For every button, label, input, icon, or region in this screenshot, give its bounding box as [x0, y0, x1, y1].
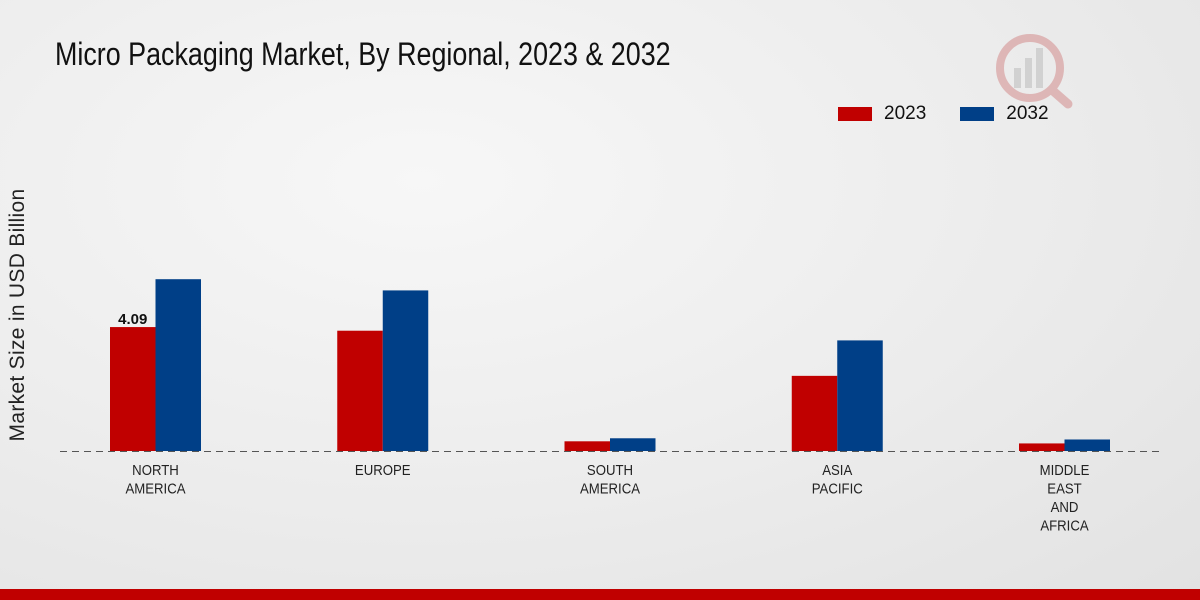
- bar-2023-asia-pacific[interactable]: [791, 375, 838, 451]
- chart-title: Micro Packaging Market, By Regional, 202…: [55, 36, 671, 72]
- bar-2023-south-america[interactable]: [564, 441, 611, 451]
- legend-item-2023[interactable]: 2023: [838, 103, 926, 125]
- footer-accent-bar: [0, 589, 1200, 600]
- bar-2032-europe[interactable]: [382, 290, 429, 451]
- x-tick-label: EUROPE: [355, 461, 411, 478]
- bar-2032-north-america[interactable]: [155, 279, 202, 451]
- watermark-logo-icon: [996, 34, 1073, 109]
- x-tick-label: SOUTH AMERICA: [580, 461, 641, 496]
- legend-item-2032[interactable]: 2032: [960, 103, 1049, 125]
- x-tick-label: MIDDLE EAST AND AFRICA: [1040, 461, 1090, 533]
- x-tick-label: ASIA PACIFIC: [812, 461, 863, 496]
- legend-swatch-2023: [838, 107, 872, 121]
- legend-swatch-2032: [960, 107, 995, 121]
- bar-2023-middle-east-and-africa[interactable]: [1019, 443, 1065, 451]
- chart-legend: 2023 2032: [838, 103, 1049, 125]
- bar-2023-north-america[interactable]: [110, 327, 156, 451]
- x-tick-label: NORTH AMERICA: [125, 461, 186, 496]
- legend-label-2023: 2023: [884, 103, 927, 124]
- bar-2032-asia-pacific[interactable]: [837, 340, 883, 451]
- legend-label-2032: 2032: [1006, 103, 1049, 124]
- data-label: 4.09: [118, 311, 147, 328]
- bar-2032-middle-east-and-africa[interactable]: [1064, 439, 1111, 451]
- bar-2032-south-america[interactable]: [610, 438, 656, 451]
- bar-2023-europe[interactable]: [337, 330, 383, 451]
